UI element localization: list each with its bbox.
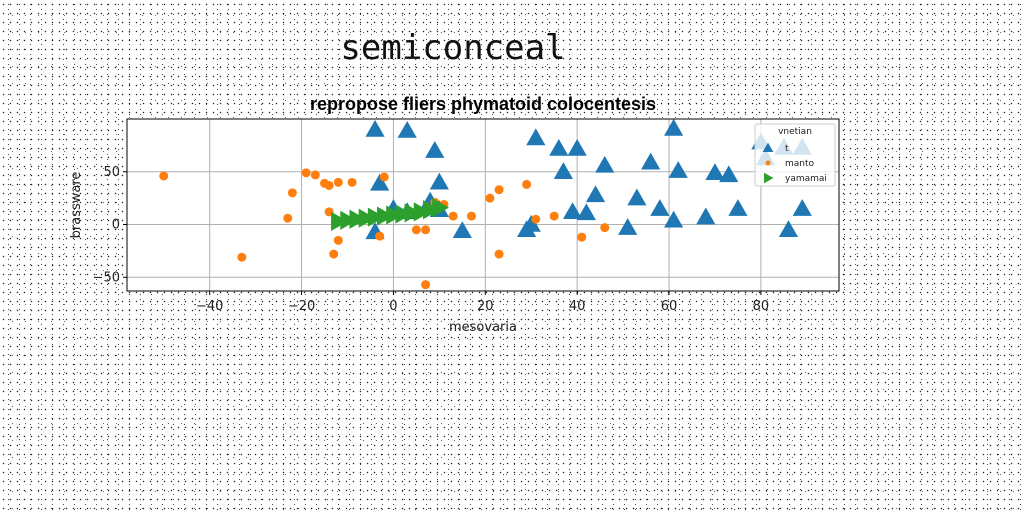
t-point — [562, 202, 583, 220]
manto-point — [283, 213, 293, 223]
t-point — [585, 185, 606, 203]
data-marks — [159, 118, 812, 290]
x-axis-label: mesovaria — [449, 320, 517, 335]
yamamai-point — [432, 198, 449, 218]
chart-title: repropose fliers phymatoid colocentesis — [310, 94, 656, 114]
t-point — [425, 141, 445, 158]
legend-marker-yamamai — [763, 172, 774, 184]
manto-point — [347, 177, 357, 187]
t-point — [567, 138, 587, 156]
t-point — [521, 214, 541, 232]
manto-point — [287, 188, 297, 198]
legend-label-t: t — [785, 144, 789, 154]
x-tick-label: 40 — [569, 299, 586, 314]
yamamai-point — [377, 206, 394, 226]
manto-point — [494, 185, 504, 195]
t-point — [664, 210, 684, 228]
t-point — [792, 199, 812, 216]
yamamai-point — [422, 200, 440, 220]
manto-point — [467, 211, 477, 221]
manto-point — [531, 214, 541, 224]
t-point — [397, 121, 417, 138]
x-tick-label: 0 — [389, 299, 397, 314]
manto-point — [522, 179, 532, 189]
legend-marker-manto — [765, 160, 771, 166]
t-point — [429, 172, 449, 190]
manto-point — [329, 249, 339, 259]
t-point — [641, 152, 661, 170]
t-point — [705, 163, 725, 181]
manto-point — [333, 235, 343, 245]
page-heading: semiconceal — [340, 28, 566, 68]
manto-point — [421, 280, 431, 290]
yamamai-point — [331, 211, 348, 231]
legend-label-yamamai: yamamai — [785, 174, 827, 184]
manto-point — [485, 193, 495, 203]
manto-point — [310, 170, 320, 180]
t-point — [452, 221, 472, 239]
manto-point — [237, 252, 247, 262]
t-point — [549, 138, 569, 156]
t-point — [618, 218, 638, 235]
plot-area — [127, 119, 839, 291]
manto-point — [600, 223, 610, 233]
legend-title: vnetian — [778, 127, 812, 137]
manto-point — [421, 225, 431, 235]
manto-point — [324, 180, 334, 190]
legend-marker-t — [762, 142, 774, 153]
t-point — [650, 199, 670, 216]
t-point — [696, 207, 716, 225]
yamamai-point — [367, 207, 385, 227]
t-point — [553, 162, 573, 179]
y-tick-label: 0 — [112, 218, 120, 233]
manto-point — [411, 225, 421, 235]
manto-point — [375, 231, 385, 241]
x-tick-label: 20 — [477, 299, 494, 314]
yamamai-point — [404, 203, 422, 223]
y-axis-label: brassware — [69, 172, 84, 239]
x-tick-label: −20 — [288, 299, 315, 314]
x-tick-label: 80 — [753, 299, 770, 314]
legend-box — [754, 123, 836, 187]
yamamai-point — [413, 202, 431, 222]
legend-label-manto: manto — [785, 159, 815, 169]
t-point — [365, 119, 385, 137]
t-point — [526, 128, 546, 146]
plot-frame — [126, 118, 840, 292]
t-point — [778, 220, 799, 237]
yamamai-point — [340, 210, 358, 230]
y-tick-label: −50 — [93, 270, 120, 285]
x-tick-label: 60 — [661, 299, 678, 314]
manto-point — [301, 168, 311, 178]
yamamai-point — [349, 209, 367, 229]
yamamai-point — [386, 205, 404, 225]
manto-point — [549, 211, 559, 221]
t-point — [668, 161, 688, 178]
t-point — [728, 199, 748, 216]
t-point — [595, 155, 615, 173]
axis-ticks: −40 −20 0 20 40 60 80 −50 0 50 — [93, 165, 770, 314]
y-tick-label: 50 — [103, 165, 120, 180]
yamamai-point — [395, 204, 413, 224]
x-tick-label: −40 — [196, 299, 223, 314]
manto-point — [333, 177, 343, 187]
manto-point — [494, 249, 504, 259]
legend: vnetian t manto yamamai — [754, 123, 836, 187]
t-point — [719, 165, 739, 183]
t-point — [664, 118, 684, 136]
manto-point — [159, 171, 169, 181]
t-point — [576, 203, 596, 221]
t-point — [627, 188, 647, 206]
manto-point — [379, 172, 389, 182]
manto-point — [577, 232, 587, 242]
t-point — [370, 173, 390, 191]
yamamai-point — [358, 208, 376, 228]
manto-point — [448, 211, 458, 221]
series-yamamai — [331, 198, 449, 231]
